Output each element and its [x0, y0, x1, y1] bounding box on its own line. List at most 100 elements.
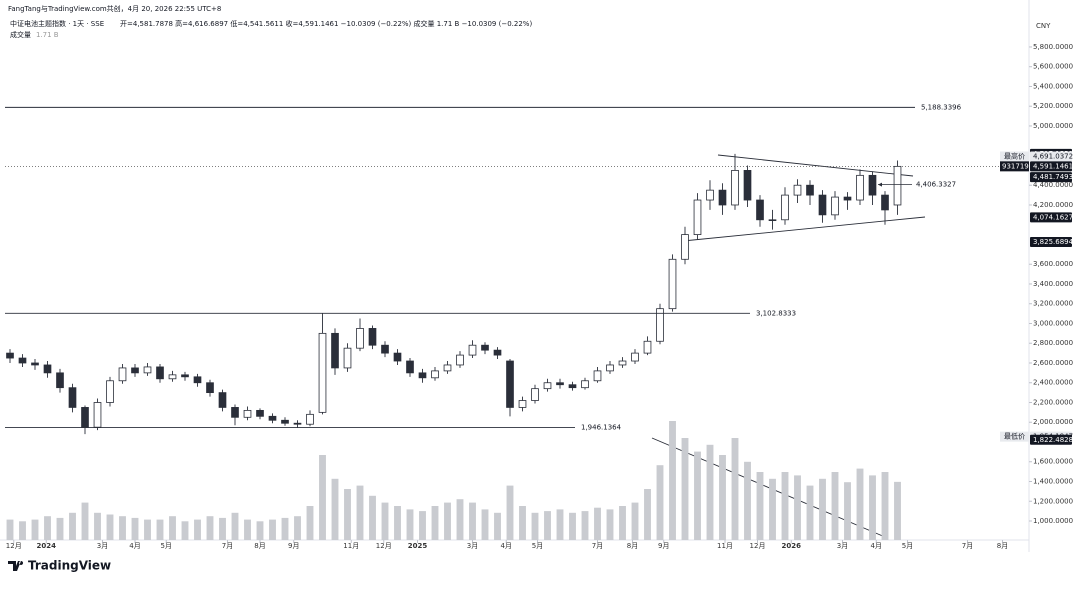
- candle-body: [31, 362, 39, 366]
- candle-body: [843, 196, 852, 201]
- level-label: 1,946.1364: [581, 424, 622, 432]
- candle-body: [368, 328, 377, 346]
- volume-bar: [694, 451, 701, 540]
- volume-bar: [806, 485, 814, 540]
- y-tick-label: 2,000.0000: [1033, 418, 1073, 426]
- x-tick-label: 5月: [161, 542, 172, 550]
- y-tick-label: 5,200.0000: [1033, 102, 1073, 110]
- logo-text: TradingView: [28, 559, 111, 573]
- volume-bar: [719, 455, 726, 540]
- volume-bar: [644, 489, 651, 540]
- volume-bar: [544, 511, 551, 540]
- volume-bar: [6, 519, 14, 540]
- candle-body: [393, 352, 402, 362]
- price-badge-label: 4,481.7493: [1033, 173, 1073, 181]
- volume-bar: [244, 519, 251, 540]
- y-tick-label: 2,400.0000: [1033, 379, 1073, 387]
- badge-caption-bg: [1000, 151, 1029, 162]
- x-tick-label: 2024: [37, 542, 57, 550]
- candle-body: [331, 332, 339, 369]
- candle-body: [256, 409, 264, 417]
- candle-body: [356, 328, 364, 349]
- volume-bar: [394, 506, 401, 540]
- volume-bar: [419, 511, 426, 540]
- volume-bar: [769, 478, 776, 540]
- x-tick-label: 8月: [254, 542, 265, 550]
- x-tick-label: 3月: [837, 542, 848, 550]
- price-badge: [1030, 212, 1072, 223]
- y-tick-label: 5,600.0000: [1033, 63, 1073, 71]
- volume-bar: [231, 512, 239, 540]
- legend-ohlc: 开=4,581.7878 高=4,616.6897 低=4,541.5611 收…: [120, 19, 532, 28]
- trend-line: [682, 216, 926, 242]
- x-tick-label: 7月: [962, 542, 973, 550]
- legend-volume-value: 1.71 B: [36, 31, 59, 39]
- candle-body: [743, 170, 752, 201]
- trend-line: [717, 154, 914, 177]
- candle-body: [768, 219, 777, 221]
- candle-body: [268, 415, 277, 421]
- x-tick-label: 4月: [871, 542, 882, 550]
- candle-body: [206, 382, 214, 394]
- candle-body: [243, 409, 252, 418]
- candle-body: [68, 387, 77, 408]
- candle-body: [893, 165, 902, 206]
- volume-bar: [169, 516, 176, 540]
- y-tick-label: 1,600.0000: [1033, 458, 1073, 466]
- volume-bar: [281, 517, 289, 540]
- y-tick-label: 3,600.0000: [1033, 260, 1073, 268]
- y-tick-label: 5,000.0000: [1033, 122, 1073, 130]
- volume-bar: [19, 521, 26, 540]
- x-tick-label: 11月: [717, 542, 733, 550]
- candle-body: [93, 402, 102, 428]
- volume-bar: [844, 482, 851, 540]
- candle-body: [481, 344, 489, 351]
- volume-bar: [356, 485, 364, 540]
- volume-bar: [256, 521, 264, 540]
- volume-bar: [294, 516, 301, 540]
- candle-body: [43, 364, 52, 374]
- candle-body: [793, 184, 802, 196]
- legend-symbol: 中证电池主题指数 · 1天 · SSE: [10, 19, 104, 28]
- countdown: 931719: [1002, 162, 1029, 170]
- volume-bar: [106, 514, 114, 540]
- candle-body: [631, 352, 639, 362]
- candle-body: [81, 407, 89, 428]
- candle-body: [318, 332, 327, 413]
- volume-bar: [681, 438, 689, 540]
- candle-body: [531, 388, 539, 401]
- candle-body: [756, 199, 764, 221]
- price-badge: [1030, 161, 1072, 172]
- volume-bar: [81, 502, 89, 540]
- volume-bar: [731, 438, 739, 540]
- volume-bar: [831, 472, 839, 540]
- candle-body: [543, 382, 552, 390]
- candle-body: [781, 194, 789, 221]
- y-tick-label: 5,800.0000: [1033, 43, 1073, 51]
- volume-bar: [581, 511, 589, 540]
- candle-body: [831, 196, 839, 216]
- price-badge-label: 1,822.4828: [1033, 436, 1073, 444]
- volume-bar: [706, 444, 714, 540]
- candle-body: [306, 413, 314, 425]
- volume-bar: [569, 512, 576, 540]
- header: FangTang与TradingView.com共创，4月 20, 2026 2…: [8, 4, 221, 13]
- candle-body: [6, 352, 14, 359]
- volume-bar: [194, 519, 201, 540]
- price-badge: [1030, 172, 1072, 183]
- candle-body: [431, 370, 439, 379]
- candle-body: [881, 194, 889, 211]
- volume-bar: [519, 506, 526, 540]
- volume-bar: [631, 502, 639, 540]
- candle-body: [706, 189, 714, 201]
- price-badge-label: 4,074.1627: [1033, 213, 1073, 221]
- candle-body: [643, 340, 652, 354]
- volume-bar: [481, 509, 489, 540]
- candle-body: [493, 349, 502, 356]
- candle-body: [456, 354, 464, 366]
- volume-layer: [6, 421, 901, 540]
- x-tick-label: 7月: [592, 542, 603, 550]
- price-badge: [1030, 151, 1072, 162]
- volume-bar: [381, 502, 389, 540]
